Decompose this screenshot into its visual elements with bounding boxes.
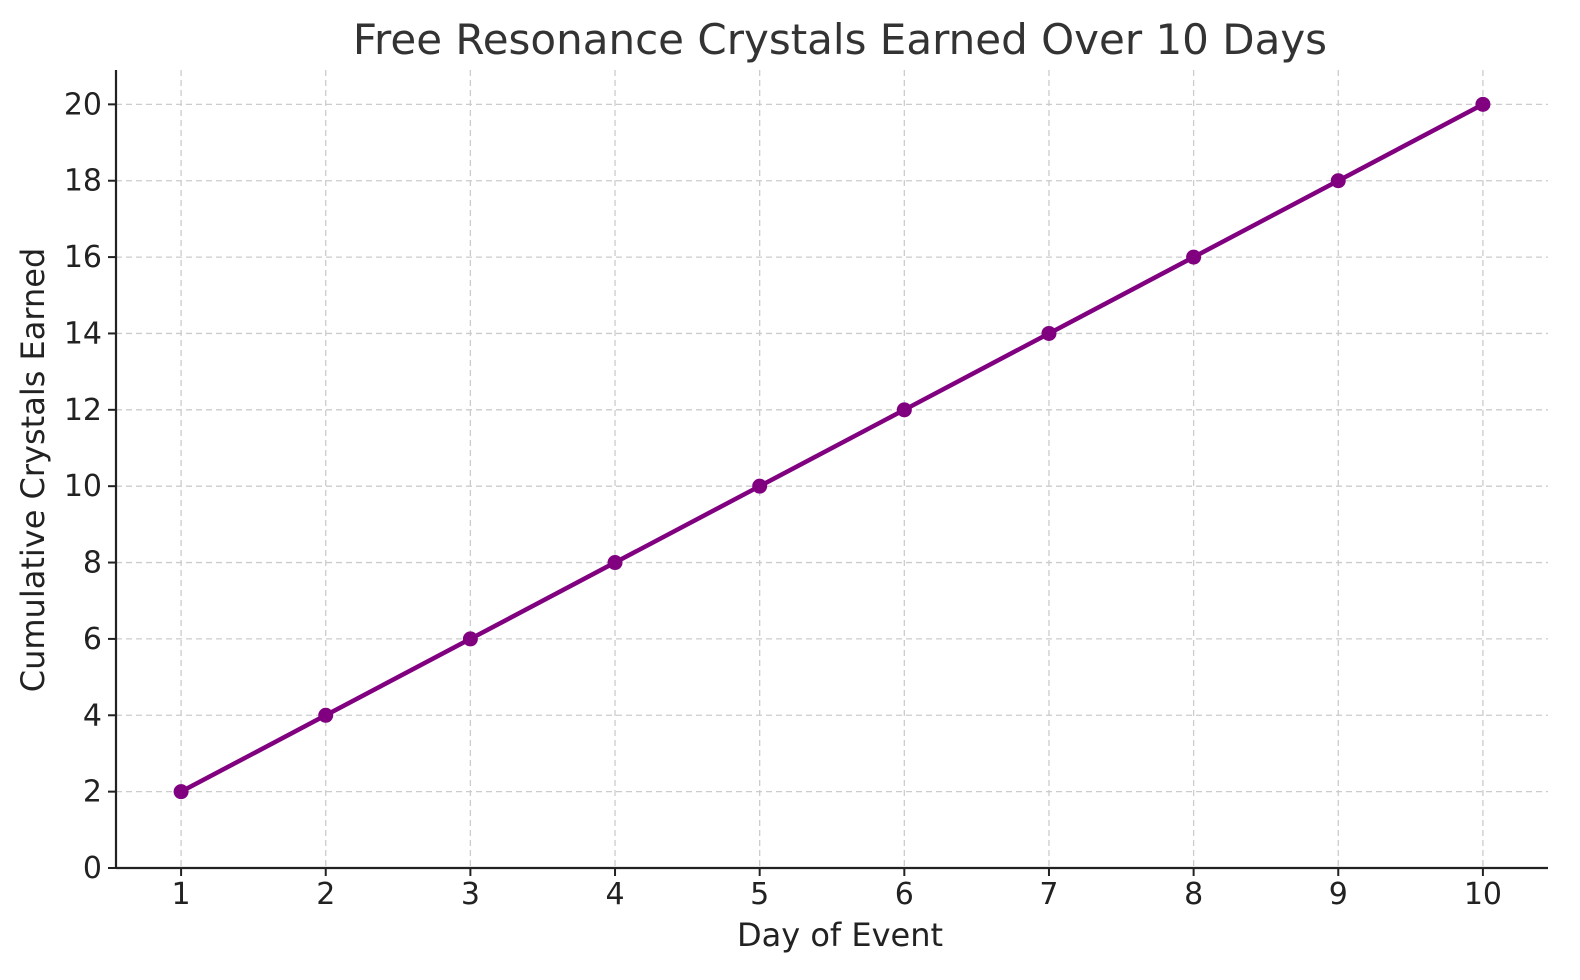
data-point: [1330, 173, 1346, 189]
y-tick-label: 6: [83, 622, 102, 657]
data-point: [462, 631, 478, 647]
data-series: [173, 96, 1491, 800]
data-point: [752, 478, 768, 494]
y-tick-label: 16: [64, 240, 102, 275]
data-point: [607, 555, 623, 571]
data-point: [173, 784, 189, 800]
y-tick-label: 2: [83, 775, 102, 810]
y-tick-label: 18: [64, 164, 102, 199]
y-tick-label: 10: [64, 469, 102, 504]
y-axis-label: Cumulative Crystals Earned: [14, 248, 52, 693]
x-tick-label: 4: [605, 877, 624, 912]
data-point: [1041, 325, 1057, 341]
x-tick-label: 1: [172, 877, 191, 912]
x-tick-label: 10: [1464, 877, 1502, 912]
series-line: [178, 102, 1486, 794]
x-tick-label: 7: [1039, 877, 1058, 912]
x-tick-label: 2: [316, 877, 335, 912]
x-tick-label: 9: [1329, 877, 1348, 912]
x-axis-label: Day of Event: [737, 916, 943, 954]
axes: [108, 70, 1548, 876]
x-tick-label: 5: [750, 877, 769, 912]
grid-lines: [116, 70, 1548, 868]
y-tick-label: 0: [83, 851, 102, 886]
x-tick-label: 8: [1184, 877, 1203, 912]
y-tick-label: 12: [64, 393, 102, 428]
y-tick-label: 14: [64, 316, 102, 351]
x-tick-label: 3: [461, 877, 480, 912]
chart-title: Free Resonance Crystals Earned Over 10 D…: [353, 15, 1327, 64]
x-tick-label: 6: [895, 877, 914, 912]
data-point: [318, 707, 334, 723]
data-point: [1186, 249, 1202, 265]
data-point: [1475, 96, 1491, 112]
y-tick-label: 4: [83, 698, 102, 733]
data-point: [896, 402, 912, 418]
y-tick-label: 20: [64, 87, 102, 122]
y-tick-label: 8: [83, 546, 102, 581]
